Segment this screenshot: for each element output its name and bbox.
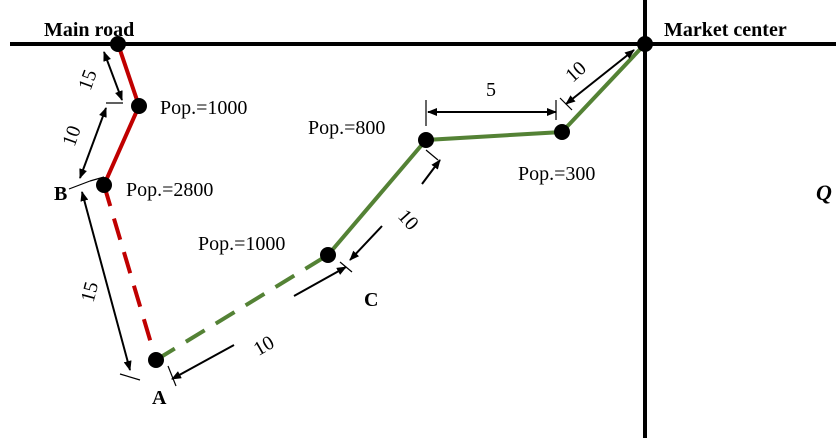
dimension-arrows [79, 49, 635, 380]
pop-label-red-upper: Pop.=1000 [160, 97, 247, 119]
red-path-dashed [102, 184, 158, 361]
dist-red-mid: 10 [58, 123, 86, 149]
green-path-dashed [154, 253, 330, 362]
dist-green-dashed: 10 [250, 331, 278, 360]
arrow-300-market [565, 49, 635, 105]
arrow-red-top [103, 51, 123, 101]
pop-label-300: Pop.=300 [518, 163, 595, 185]
pop-label-800: Pop.=800 [308, 117, 385, 139]
node-pop-300 [554, 124, 570, 140]
arrow-red-dashed [80, 191, 132, 371]
arrow-green-c-upper [421, 159, 441, 185]
dist-red-dashed: 15 [77, 279, 103, 304]
node-main-road [110, 36, 126, 52]
dist-green-c-800: 10 [393, 205, 423, 235]
node-a-label: A [152, 387, 167, 409]
node-pop-1000-green [320, 247, 336, 263]
pop-label-b: Pop.=2800 [126, 179, 213, 201]
arrow-red-mid [79, 107, 107, 179]
market-center-label: Market center [664, 19, 787, 41]
dist-red-top: 15 [74, 67, 102, 93]
node-pop-800 [418, 132, 434, 148]
arrow-green-dashed-lower [171, 344, 235, 380]
node-b-label: B [54, 183, 67, 205]
arrow-green-c-lower [349, 225, 383, 261]
side-letter: Q [816, 180, 832, 205]
green-path-solid [326, 42, 647, 257]
tick-marks [68, 97, 573, 387]
node-market-center [637, 36, 653, 52]
node-a [148, 352, 164, 368]
pop-label-green-1000: Pop.=1000 [198, 233, 285, 255]
dist-800-300: 5 [486, 79, 496, 101]
node-b [96, 177, 112, 193]
dist-300-market: 10 [561, 57, 591, 87]
main-road-label: Main road [44, 19, 134, 41]
node-c-label: C [364, 289, 378, 311]
node-pop-1000-red [131, 98, 147, 114]
arrow-green-dashed-upper [293, 266, 347, 297]
